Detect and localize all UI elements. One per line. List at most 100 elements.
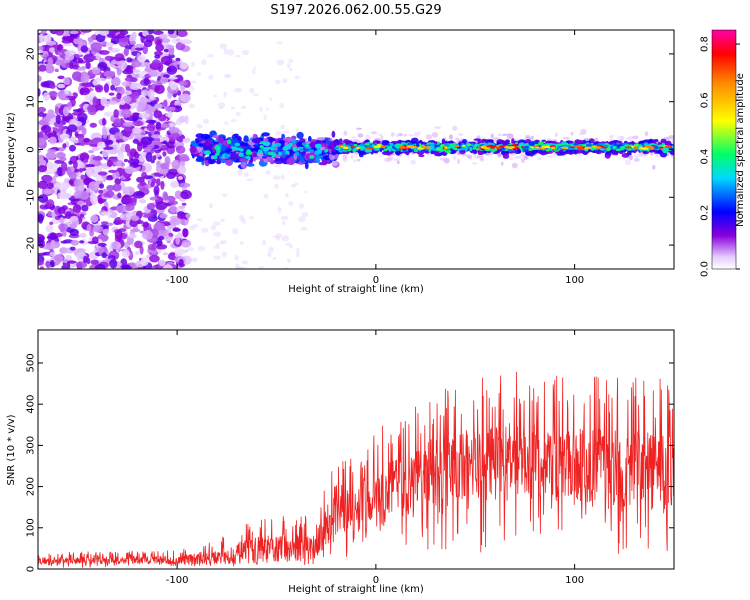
spectrogram-cell (523, 145, 530, 149)
spectrogram-cell (122, 121, 134, 127)
spectrogram-cell (449, 146, 456, 149)
spectrogram-cell (66, 260, 77, 264)
spectrogram-cell (521, 146, 525, 149)
spectrogram-cell (474, 144, 477, 148)
spectrogram-cell (405, 149, 409, 152)
spectrogram-x-label: Height of straight line (km) (288, 284, 424, 295)
spectrogram-cell (616, 144, 620, 148)
spectrogram-cell (305, 141, 311, 145)
spectrogram-cell (38, 239, 44, 246)
spectrogram-cell (592, 145, 597, 148)
spectrogram-cell (59, 156, 67, 162)
spectrogram-cell (101, 149, 110, 158)
spectrogram-cell (68, 160, 73, 165)
spectrogram-cell (158, 232, 168, 237)
colorbar-label: Normalized spectral amplitude (735, 73, 746, 227)
spectrogram-cell (121, 81, 131, 87)
spectrogram-cell (142, 230, 153, 240)
spectrogram-cell (259, 106, 263, 112)
spectrogram-cell (658, 146, 664, 149)
spectrogram-cell (185, 213, 192, 219)
spectrogram-cell (120, 162, 125, 167)
spectrogram-cell (308, 141, 317, 148)
spectrogram-y-label: Frequency (Hz) (6, 112, 17, 188)
spectrogram-cell (54, 106, 60, 115)
spectrogram-cell (154, 54, 161, 59)
spectrogram-cell (277, 206, 282, 213)
spectrogram-cell (180, 39, 193, 45)
spectrogram-cell (230, 130, 234, 134)
spectrogram-cell (52, 218, 57, 225)
spectrogram-cell (265, 156, 272, 162)
spectrogram-cell (50, 239, 56, 250)
spectrogram-cell (285, 150, 290, 155)
spectrogram-cell (130, 102, 139, 109)
colorbar-tick-label: 0.6 (700, 92, 711, 108)
spectrogram-cell (277, 146, 282, 152)
spectrogram-cell (288, 58, 294, 64)
spectrogram-cell (69, 228, 80, 236)
spectrogram-cell (92, 67, 101, 75)
spectrogram-cell (151, 265, 157, 269)
spectrogram-cell (103, 111, 114, 117)
colorbar-ticks: 0.0 0.2 0.4 0.6 0.8 (700, 36, 740, 277)
spectrogram-cell (304, 146, 312, 149)
snr-x-tick-label: 100 (565, 575, 584, 586)
spectrogram-cell (68, 171, 77, 180)
spectrogram-cell (210, 224, 217, 231)
spectrogram-cell (132, 191, 145, 199)
spectrogram-cell (82, 159, 89, 164)
spectrogram-cell (38, 259, 44, 266)
snr-x-tick-label: -100 (166, 575, 189, 586)
colorbar-tick-label: 0.0 (700, 261, 711, 277)
spectrogram-cell (49, 232, 57, 240)
spectrogram-cell (117, 192, 122, 199)
spectrogram-cell (38, 111, 45, 117)
spectrogram-cell (280, 124, 286, 130)
spectrogram-cell (179, 182, 191, 188)
spectrogram-cell (131, 31, 137, 39)
spectrogram-cell (530, 146, 535, 149)
spectrogram-cell (400, 143, 404, 147)
spectrogram-cell (175, 57, 181, 62)
spectrogram-cell (172, 228, 181, 232)
spectrogram-cell (279, 102, 285, 109)
spectrogram-cell (469, 146, 473, 152)
spectrogram-cell (220, 218, 225, 223)
spectrogram-cell (215, 242, 220, 248)
spectrogram-cell (354, 151, 359, 155)
spectrogram-cell (163, 99, 168, 107)
spectrogram-cell (110, 36, 120, 45)
spectrogram-cell (38, 213, 45, 222)
spectrogram-cell (239, 241, 244, 245)
spectrogram-cell (239, 142, 249, 147)
spectrogram-cell (486, 145, 491, 148)
spectrogram-cell (378, 133, 382, 137)
spectrogram-cell (285, 192, 289, 198)
spectrogram-cell (87, 104, 96, 111)
spectrogram-cell (188, 103, 196, 109)
spectrogram-cell (343, 130, 348, 136)
spectrogram-cell (500, 161, 504, 166)
spectrogram-cell (49, 221, 54, 225)
spectrogram-cell (263, 150, 267, 154)
spectrogram-cell (444, 146, 448, 150)
spectrogram-cell (624, 159, 632, 166)
spectrogram-cell (189, 86, 195, 92)
spectrogram-cell (38, 75, 42, 83)
spectrogram-cell (154, 103, 163, 109)
spectrogram-cell (69, 144, 76, 152)
spectrogram-y-tick-label: 20 (26, 48, 37, 61)
spectrogram-cell (70, 239, 80, 246)
spectrogram-y-tick-label: -10 (26, 189, 37, 205)
spectrogram-cell (458, 133, 463, 136)
spectrogram-cell (551, 146, 556, 150)
spectrogram-cell (102, 125, 107, 136)
spectrogram-cell (57, 166, 63, 177)
spectrogram-cell (134, 250, 140, 256)
spectrogram-cell (108, 92, 115, 96)
spectrogram-cell (80, 73, 90, 84)
spectrogram-cell (166, 67, 172, 72)
spectrogram-cell (109, 258, 118, 269)
spectrogram-cell (304, 162, 309, 170)
